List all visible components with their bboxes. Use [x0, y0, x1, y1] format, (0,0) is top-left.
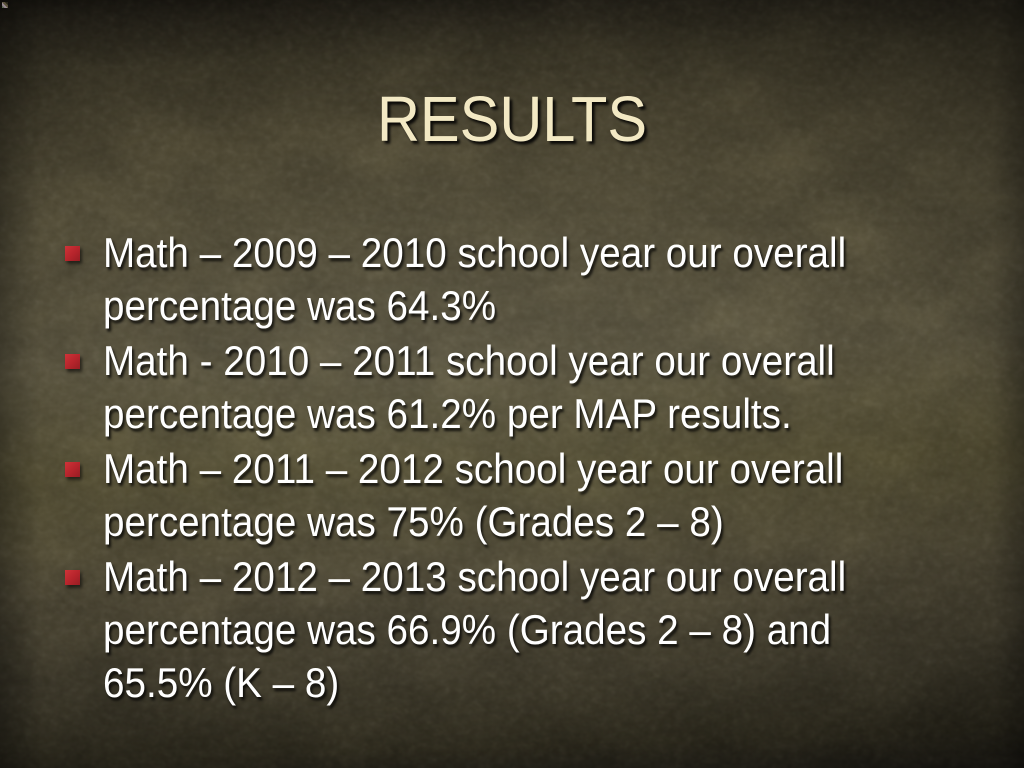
bullet-text: Math – 2011 – 2012 school year our overa…: [103, 445, 844, 545]
bullet-text: Math – 2009 – 2010 school year our overa…: [103, 229, 847, 329]
bullet-list: Math – 2009 – 2010 school year our overa…: [65, 226, 995, 709]
bullet-item: Math - 2010 – 2011 school year our overa…: [65, 334, 995, 440]
bullet-text: Math - 2010 – 2011 school year our overa…: [103, 337, 835, 437]
bullet-square-icon: [65, 354, 80, 369]
bullet-square-icon: [65, 570, 80, 585]
bullet-square-icon: [65, 462, 80, 477]
bullet-item: Math – 2011 – 2012 school year our overa…: [65, 442, 995, 548]
slide-title: RESULTS: [376, 83, 648, 155]
bullet-item: Math – 2009 – 2010 school year our overa…: [65, 226, 995, 332]
bullet-text: Math – 2012 – 2013 school year our overa…: [103, 553, 847, 706]
bullet-square-icon: [65, 246, 80, 261]
corner-artifact: [2, 2, 8, 8]
bullet-item: Math – 2012 – 2013 school year our overa…: [65, 550, 995, 709]
